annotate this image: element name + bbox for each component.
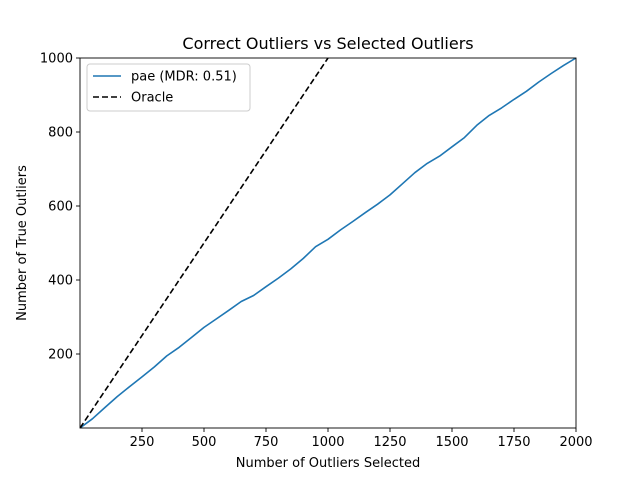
x-tick-label: 500: [192, 435, 217, 450]
x-axis-label: Number of Outliers Selected: [236, 456, 420, 471]
legend: pae (MDR: 0.51) Oracle: [86, 63, 251, 112]
x-tick-label: 250: [130, 435, 155, 450]
legend-label-1: Oracle: [131, 91, 173, 106]
plot-area: [80, 58, 576, 428]
axes: 250 500 750 1000 1250 1500 1750 2000 200 400 600 80…: [40, 52, 593, 451]
legend-box: [86, 63, 251, 112]
x-tick-label: 1000: [311, 435, 344, 450]
series-line-1: [80, 58, 329, 428]
x-tick-label: 1250: [373, 435, 406, 450]
series-line-0: [80, 58, 576, 428]
legend-label-0: pae (MDR: 0.51): [131, 70, 237, 85]
x-tick-label: 1500: [435, 435, 468, 450]
y-axis-label: Number of True Outliers: [15, 165, 30, 321]
x-tick-label: 2000: [559, 435, 592, 450]
x-tick-label: 1750: [497, 435, 530, 450]
y-tick-label: 800: [48, 126, 73, 141]
x-tick-label: 750: [254, 435, 279, 450]
y-tick-label: 200: [48, 348, 73, 363]
y-tick-label: 600: [48, 200, 73, 215]
chart-title: Correct Outliers vs Selected Outliers: [182, 34, 473, 53]
y-tick-label: 400: [48, 274, 73, 289]
y-tick-label: 1000: [40, 52, 73, 67]
